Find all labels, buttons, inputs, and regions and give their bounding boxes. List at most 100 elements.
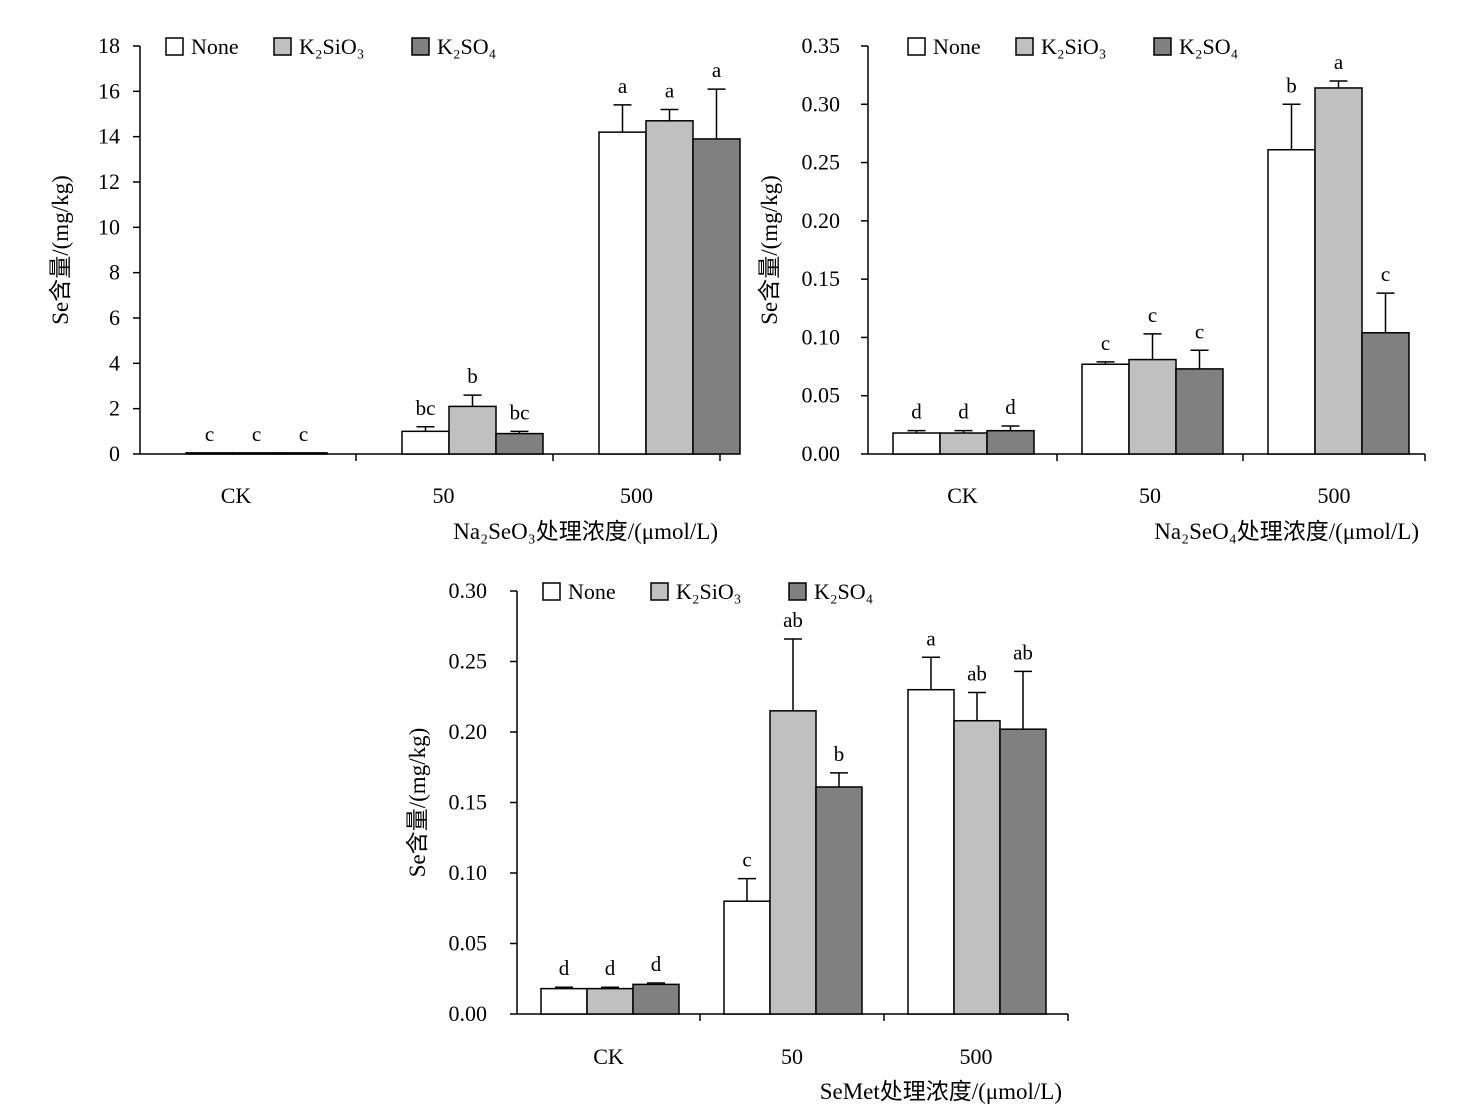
legend-label-k2sio3: K₂SiO₃: [676, 579, 741, 604]
bar-k2sio3: [939, 432, 988, 455]
y-tick-label: 18: [98, 33, 120, 58]
bar-none: [401, 430, 450, 455]
y-tick-label: 14: [98, 124, 120, 149]
bar-k2sio3: [586, 987, 634, 1015]
bar-k2so4: [815, 786, 863, 1015]
legend-swatch-none: [165, 37, 184, 56]
legend-swatch-none: [907, 37, 926, 56]
y-tick-label: 0.15: [802, 266, 841, 291]
bar-k2so4: [632, 983, 680, 1015]
bar-none: [1267, 148, 1316, 455]
bar-k2so4: [1175, 368, 1224, 455]
significance-letter: ab: [783, 608, 803, 632]
y-tick-label: 0: [109, 441, 120, 466]
y-tick-label: 6: [109, 305, 120, 330]
y-tick-label: 10: [98, 214, 120, 239]
significance-letter: b: [467, 364, 478, 388]
significance-letter: c: [742, 848, 751, 872]
legend: None K₂SiO₃ K₂SO₄: [542, 579, 873, 604]
x-axis-title: SeMet处理浓度/(μmol/L): [820, 1079, 1062, 1104]
bar-k2so4: [1361, 332, 1410, 455]
legend-swatch-k2so4: [411, 37, 430, 56]
legend-swatch-k2sio3: [273, 37, 292, 56]
y-tick-label: 0.25: [449, 649, 488, 674]
legend-swatch-none: [542, 582, 561, 601]
legend-label-none: None: [933, 34, 981, 59]
bar-none: [598, 131, 647, 455]
significance-letter: d: [958, 400, 969, 424]
bar-none: [185, 452, 234, 455]
y-tick-label: 0.30: [802, 91, 841, 116]
bar-k2sio3: [232, 452, 281, 455]
bar-k2sio3: [645, 120, 694, 455]
significance-letter: bc: [416, 396, 436, 420]
bar-none: [540, 987, 588, 1015]
y-axis-title: Se含量/(mg/kg): [48, 175, 73, 325]
y-tick-label: 12: [98, 169, 120, 194]
significance-letter: c: [1101, 331, 1110, 355]
significance-letter: c: [205, 422, 214, 446]
chart-2: 0.00 0.05 0.10 0.15 0.20 0.25 0.30 0.35 CK 50 500 S…: [757, 33, 1426, 544]
category-label: CK: [221, 483, 252, 508]
category-label: 500: [1318, 483, 1351, 508]
chart-1: 0 2 4 6 8 10 12 14 16 18 CK 50 500 Se含量/(mg/kg) Na₂SeO…: [48, 33, 741, 544]
category-label: CK: [593, 1044, 624, 1069]
category-label: 500: [620, 483, 653, 508]
y-tick-label: 0.05: [802, 383, 841, 408]
y-tick-label: 0.20: [802, 208, 841, 233]
bar-k2sio3: [769, 710, 817, 1015]
bar-k2so4: [495, 432, 544, 455]
bar-k2so4: [999, 728, 1047, 1015]
y-tick-label: 16: [98, 78, 120, 103]
significance-letter: bc: [510, 400, 530, 424]
bar-k2so4: [279, 452, 328, 455]
y-tick-label: 0.35: [802, 33, 841, 58]
y-tick-label: 0.10: [802, 324, 841, 349]
bar-none: [892, 432, 941, 455]
y-tick-label: 0.15: [449, 790, 488, 815]
significance-letter: a: [1334, 50, 1344, 74]
y-tick-label: 4: [109, 350, 120, 375]
bar-k2sio3: [953, 719, 1001, 1015]
legend-swatch-k2sio3: [1015, 37, 1034, 56]
significance-letter: c: [299, 422, 308, 446]
bar-k2so4: [692, 138, 741, 455]
significance-letter: d: [1005, 395, 1016, 419]
bar-none: [907, 688, 955, 1015]
legend-label-k2so4: K₂SO₄: [437, 34, 496, 59]
significance-letter: ab: [1013, 640, 1033, 664]
y-tick-label: 0.05: [449, 931, 488, 956]
significance-letter: b: [834, 742, 845, 766]
significance-letter: a: [665, 78, 675, 102]
y-tick-label: 0.20: [449, 719, 488, 744]
category-label: 50: [1139, 483, 1161, 508]
bar-none: [723, 900, 771, 1015]
y-tick-label: 0.25: [802, 150, 841, 175]
significance-letter: b: [1286, 73, 1297, 97]
significance-letter: c: [1148, 303, 1157, 327]
y-tick-label: 0.10: [449, 860, 488, 885]
bar-k2sio3: [1128, 358, 1177, 455]
significance-letter: d: [651, 952, 662, 976]
significance-letter: ab: [967, 662, 987, 686]
legend-label-k2sio3: K₂SiO₃: [299, 34, 364, 59]
y-tick-label: 8: [109, 260, 120, 285]
significance-letter: c: [252, 422, 261, 446]
bar-k2so4: [986, 429, 1035, 455]
x-axis-title: Na₂SeO₃处理浓度/(μmol/L): [453, 519, 718, 544]
y-tick-label: 2: [109, 396, 120, 421]
x-axis-title: Na₂SeO₄处理浓度/(μmol/L): [1154, 519, 1419, 544]
y-tick-label: 0.30: [449, 578, 488, 603]
legend-swatch-k2so4: [1153, 37, 1172, 56]
category-label: 50: [781, 1044, 803, 1069]
category-label: 50: [433, 483, 455, 508]
bar-k2sio3: [1314, 87, 1363, 455]
legend-label-none: None: [191, 34, 239, 59]
legend-label-none: None: [568, 579, 616, 604]
y-axis-title: Se含量/(mg/kg): [757, 175, 782, 325]
category-label: CK: [947, 483, 978, 508]
legend-label-k2sio3: K₂SiO₃: [1041, 34, 1106, 59]
chart-3: 0.00 0.05 0.10 0.15 0.20 0.25 0.30 CK 50 500 Se含量/…: [405, 578, 1069, 1104]
significance-letter: d: [559, 956, 570, 980]
